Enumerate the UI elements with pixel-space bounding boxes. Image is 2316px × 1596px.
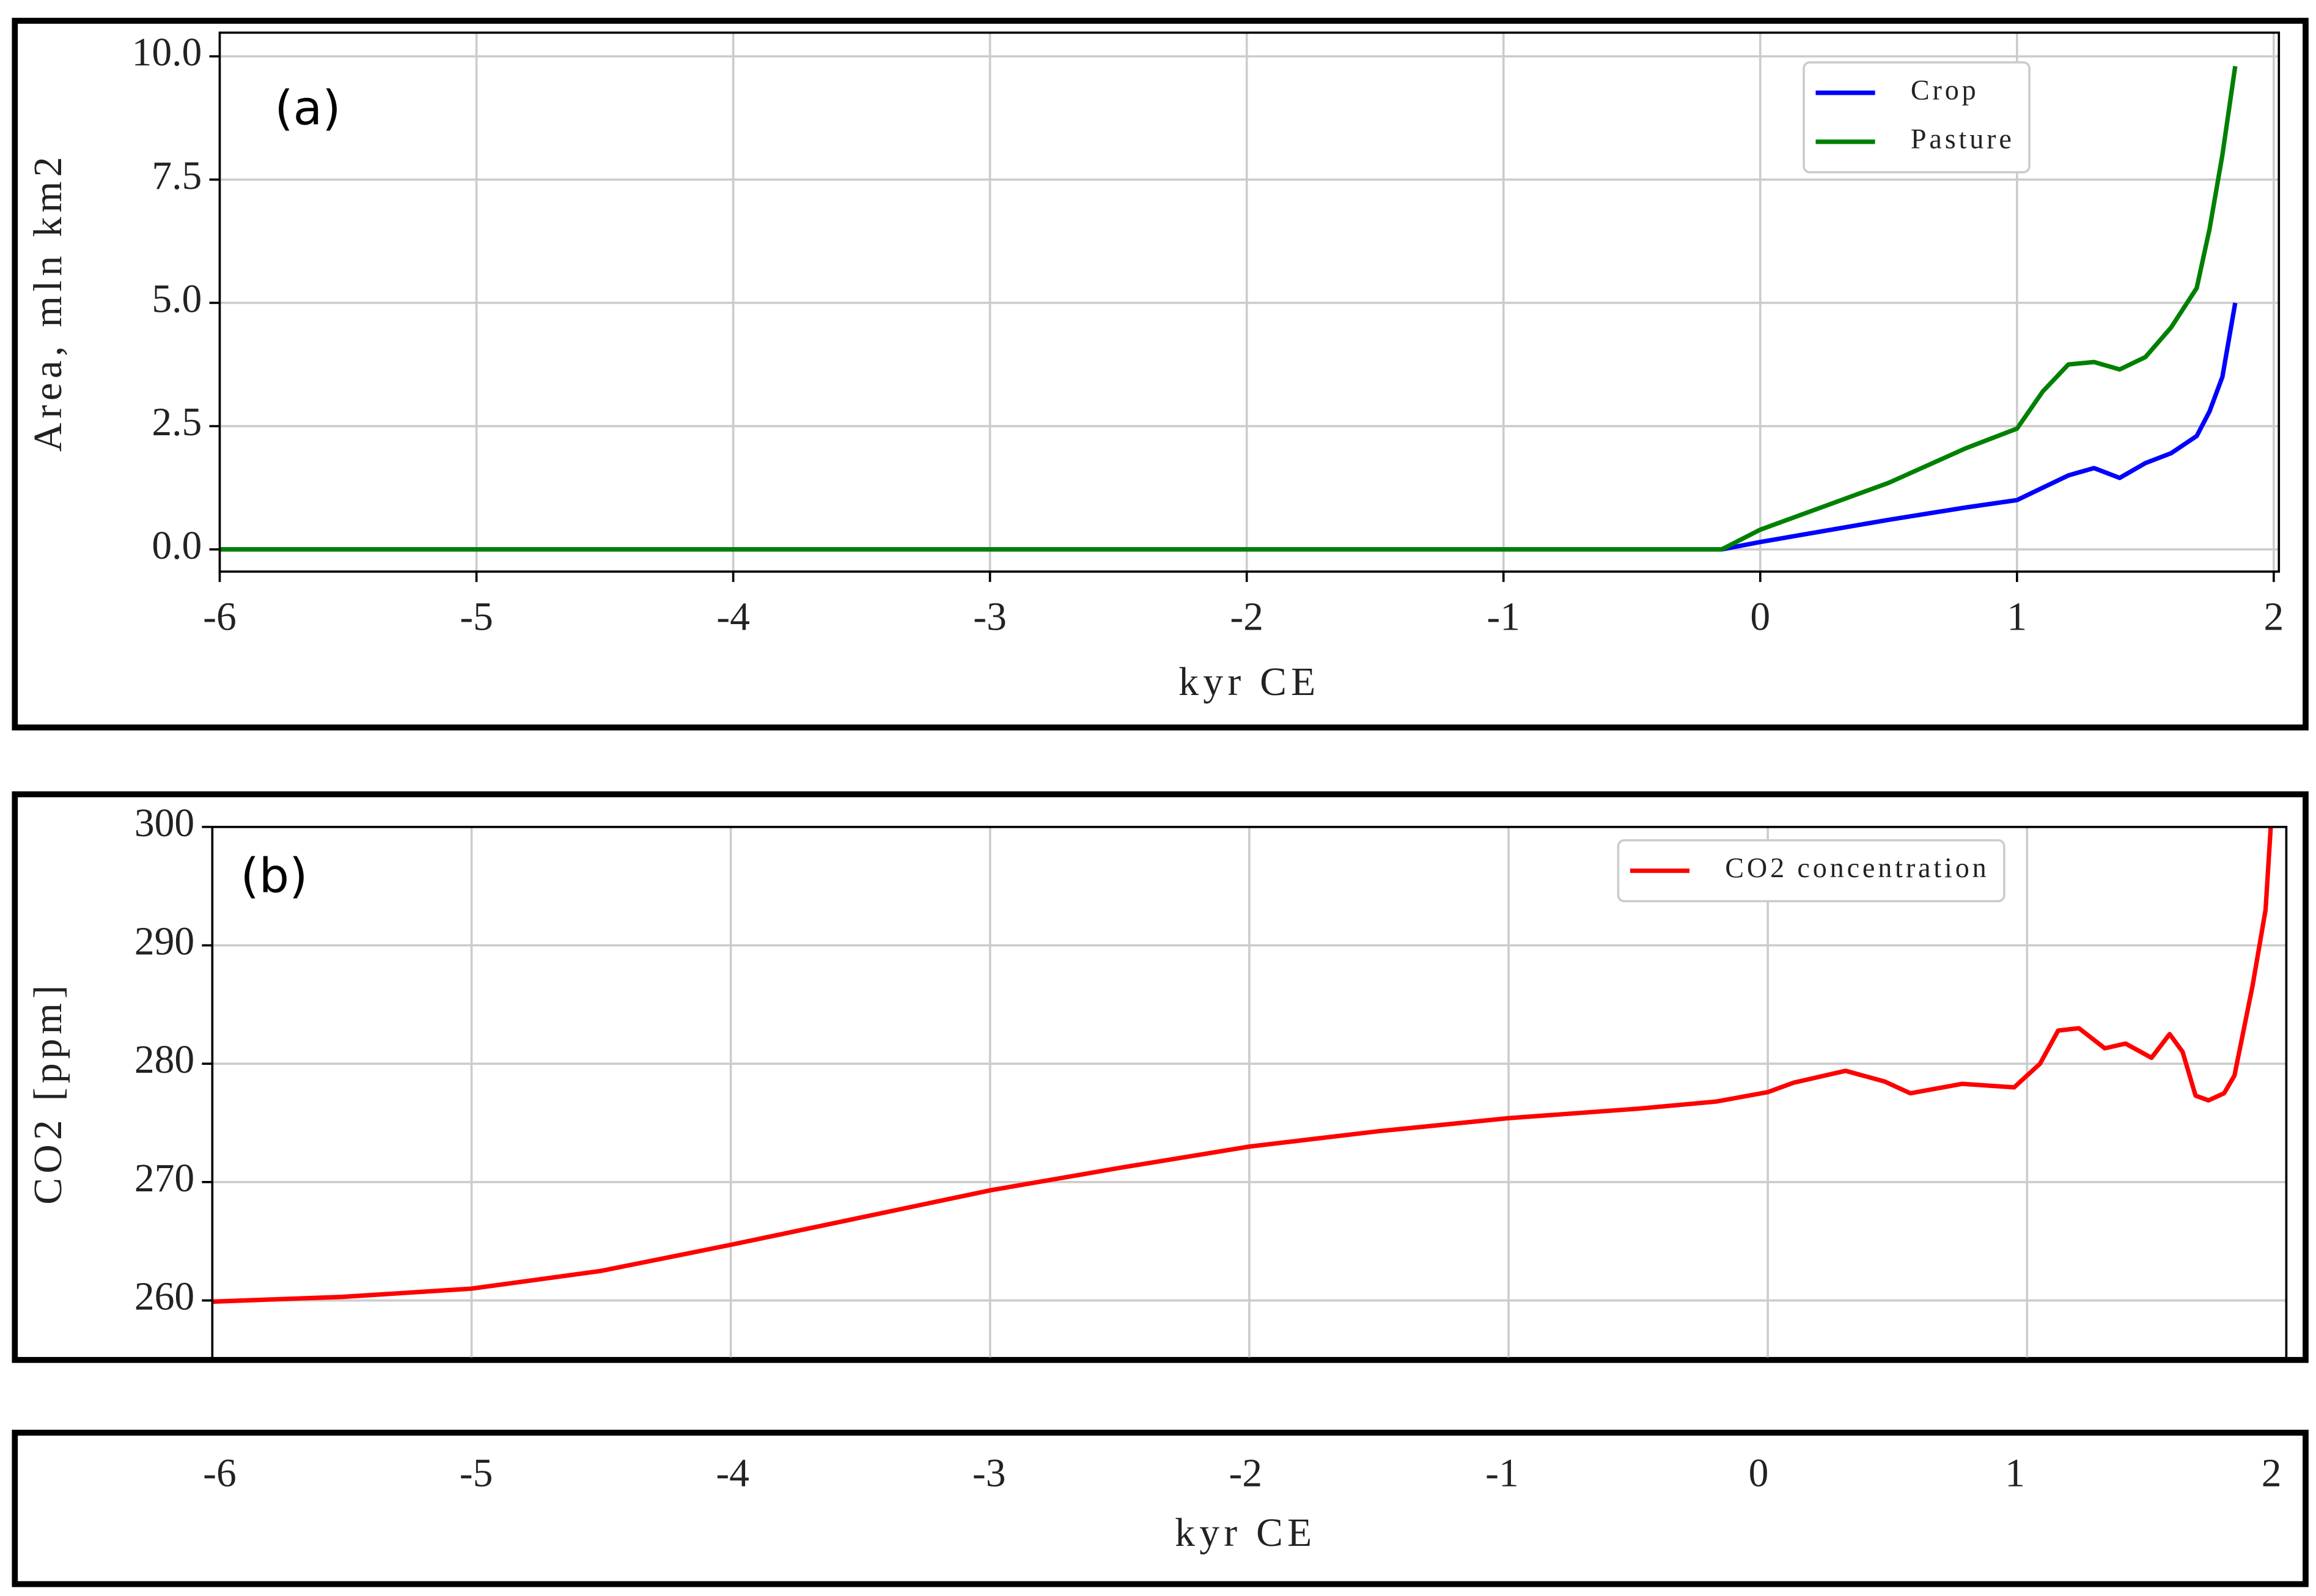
x-tick-label: -1 — [1485, 1452, 1519, 1496]
panel-frame — [12, 791, 2309, 1363]
y-tick-label: 7.5 — [152, 154, 202, 198]
axes-frame — [218, 31, 2281, 573]
x-tick-label: 1 — [2007, 595, 2027, 639]
x-axis-label: kyr CE — [1178, 660, 1320, 704]
x-tick-label: 0 — [1750, 595, 1770, 639]
data-line — [212, 826, 2273, 1304]
x-tick-label: -4 — [716, 1452, 749, 1496]
y-tick-label: 0.0 — [152, 524, 202, 568]
y-tick-label: 2.5 — [152, 400, 202, 444]
x-tick-label: 2 — [2262, 1452, 2282, 1496]
x-tick-label: 1 — [2005, 1452, 2025, 1496]
y-tick-label: 300 — [134, 801, 194, 845]
x-tick-label: -5 — [460, 1452, 493, 1496]
y-tick-label: 290 — [134, 920, 194, 964]
x-tick-label: 0 — [1749, 1452, 1769, 1496]
x-tick-label: -6 — [203, 595, 237, 639]
legend-box — [1803, 61, 2031, 174]
panel-frame — [12, 18, 2309, 730]
y-tick-label: 280 — [134, 1038, 194, 1082]
y-tick-label: 10.0 — [132, 31, 202, 75]
legend-label: CO2 concentration — [1725, 852, 1989, 883]
y-axis-label: CO2 [ppm] — [26, 981, 70, 1205]
legend-label: Crop — [1911, 74, 1979, 105]
x-tick-label: 2 — [2263, 595, 2284, 639]
y-tick-label: 270 — [134, 1157, 194, 1201]
x-tick-label: -3 — [972, 1452, 1006, 1496]
x-tick-label: -2 — [1229, 1452, 1262, 1496]
axes-frame — [211, 826, 2288, 1360]
y-axis-label: Area, mln km2 — [26, 152, 70, 452]
x-tick-label: -5 — [460, 595, 493, 639]
x-tick-label: -6 — [203, 1452, 237, 1496]
y-tick-label: 260 — [134, 1275, 194, 1319]
data-line — [219, 65, 2238, 552]
panel-frame — [12, 1429, 2309, 1587]
y-tick-label: 5.0 — [152, 278, 202, 322]
x-tick-label: -4 — [716, 595, 750, 639]
panel-label: (a) — [274, 81, 340, 136]
legend-label: Pasture — [1911, 123, 2015, 155]
x-tick-label: -1 — [1487, 595, 1520, 639]
legend-box — [1617, 839, 2005, 903]
x-axis-label: kyr CE — [1175, 1511, 1316, 1555]
panel-label: (b) — [240, 848, 307, 903]
x-tick-label: -2 — [1230, 595, 1263, 639]
x-tick-label: -3 — [973, 595, 1007, 639]
